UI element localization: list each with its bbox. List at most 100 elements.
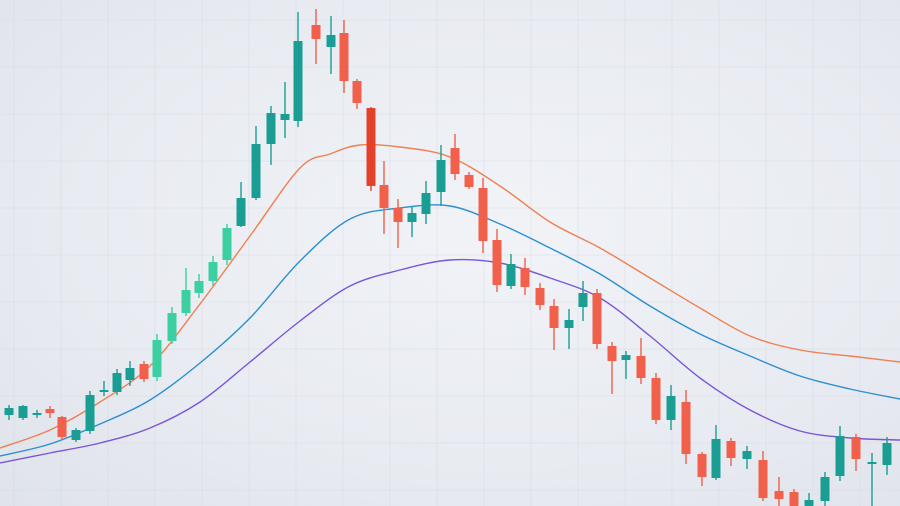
candle-body	[407, 213, 417, 222]
candle-body	[774, 491, 784, 499]
candle-body	[711, 439, 721, 478]
candle-bearish	[851, 434, 861, 471]
candle-body	[379, 185, 389, 208]
moving-average-lines	[0, 143, 900, 464]
candle-body	[251, 144, 261, 198]
candle-bullish	[99, 381, 109, 396]
candle-body	[820, 477, 830, 501]
candle-bullish	[167, 307, 177, 344]
candle-bearish	[492, 229, 502, 292]
candle-body	[726, 441, 736, 458]
candle-bullish	[280, 82, 290, 138]
candle-body	[535, 288, 545, 305]
candle-body	[421, 193, 431, 214]
candle-bearish	[651, 373, 661, 424]
candle-body	[789, 492, 799, 506]
candle-body	[85, 395, 95, 431]
candle-bearish	[726, 438, 736, 466]
candle-bullish	[125, 361, 135, 386]
candle-bearish	[450, 134, 460, 180]
candle-body	[167, 313, 177, 341]
candle-body	[742, 451, 752, 459]
moving-average-line-slow	[0, 258, 900, 464]
candle-body	[882, 443, 892, 465]
candle-body	[636, 356, 646, 378]
candle-body	[266, 113, 276, 144]
candle-bullish	[85, 391, 95, 434]
candle-bearish	[535, 283, 545, 310]
candle-body	[71, 430, 81, 440]
candle-body	[45, 409, 55, 413]
candle-body	[549, 306, 559, 328]
candle-bullish	[208, 256, 218, 286]
candle-body	[352, 81, 362, 103]
moving-average-line-fast	[0, 143, 900, 449]
candle-bearish	[549, 299, 559, 350]
candle-bullish	[564, 309, 574, 349]
candle-bullish	[71, 428, 81, 442]
candle-bearish	[592, 289, 602, 349]
candle-bullish	[666, 385, 676, 430]
candle-body	[478, 188, 488, 241]
candle-body	[311, 25, 321, 39]
candle-bullish	[222, 224, 232, 265]
candle-body	[835, 436, 845, 476]
candle-bullish	[181, 268, 191, 316]
candle-body	[520, 268, 530, 287]
candle-body	[339, 33, 349, 81]
candle-bearish	[45, 406, 55, 418]
candle-body	[464, 175, 474, 187]
candle-bullish	[506, 254, 516, 289]
candle-bearish	[697, 452, 707, 486]
candle-body	[450, 148, 460, 174]
candle-body	[208, 262, 218, 281]
candle-body	[651, 378, 661, 420]
candle-body	[139, 364, 149, 379]
candle-body	[293, 41, 303, 121]
candle-bullish	[621, 351, 631, 379]
candle-bearish	[352, 79, 362, 109]
candle-body	[851, 437, 861, 459]
candle-bullish	[711, 425, 721, 480]
candle-body	[758, 460, 768, 498]
candle-bearish	[339, 20, 349, 93]
candle-body	[578, 293, 588, 307]
candle-bearish	[311, 9, 321, 64]
candle-body	[436, 160, 446, 192]
candle-bearish	[636, 338, 646, 384]
candle-bullish	[436, 145, 446, 206]
candle-body	[18, 406, 28, 418]
candle-body	[506, 264, 516, 286]
candle-body	[666, 396, 676, 420]
candle-body	[804, 500, 814, 506]
candle-bullish	[804, 493, 814, 506]
candle-body	[4, 408, 14, 415]
candle-bearish	[758, 451, 768, 501]
moving-average-line-mid	[0, 204, 900, 457]
candle-body	[181, 290, 191, 313]
candle-bullish	[578, 281, 588, 321]
candle-bullish	[835, 426, 845, 481]
candle-body	[697, 454, 707, 477]
candle-bullish	[882, 437, 892, 475]
candle-bullish	[266, 106, 276, 165]
candle-bearish	[774, 477, 784, 506]
candle-bearish	[379, 161, 389, 234]
candle-bearish	[393, 199, 403, 248]
candle-bearish	[139, 361, 149, 382]
candle-bullish	[251, 126, 261, 200]
candle-body	[222, 228, 232, 260]
candle-bullish	[407, 206, 417, 237]
candle-bearish	[366, 107, 376, 191]
candle-body	[621, 355, 631, 360]
candle-body	[326, 35, 336, 47]
candle-body	[99, 390, 109, 392]
candle-body	[592, 293, 602, 344]
candle-bearish	[789, 489, 799, 506]
candle-body	[152, 340, 162, 377]
candle-bullish	[112, 369, 122, 395]
candle-body	[681, 402, 691, 454]
candle-body	[57, 417, 67, 437]
